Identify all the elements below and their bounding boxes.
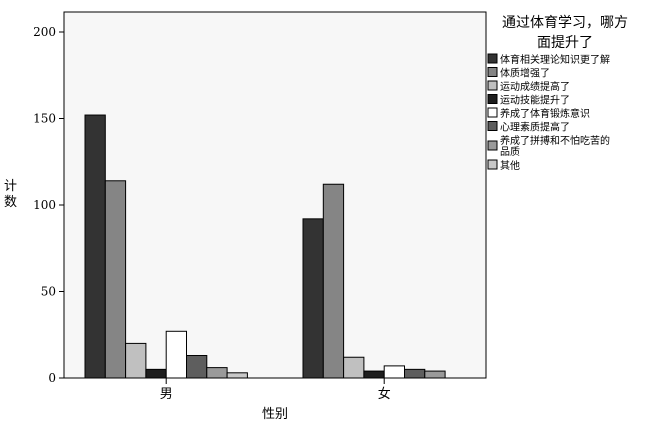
legend-swatch [487, 140, 498, 151]
legend-swatch [487, 53, 498, 64]
x-tick-label: 女 [378, 386, 391, 402]
bar [383, 365, 406, 379]
y-axis-label: 计数 [4, 179, 17, 210]
legend-title: 通过体育学习，哪方 [502, 15, 628, 31]
legend-swatch [487, 107, 498, 118]
bar [104, 180, 127, 379]
legend-label: 品质 [500, 146, 520, 158]
bar [186, 355, 208, 379]
legend-swatch [487, 159, 498, 170]
bar [165, 330, 187, 379]
x-tick-label: 男 [160, 387, 173, 402]
legend-label: 心理素质提高了 [500, 121, 570, 134]
legend-swatch [487, 67, 498, 77]
bar [363, 370, 385, 379]
bar [226, 372, 248, 379]
legend-swatch [487, 94, 498, 104]
bar [145, 368, 167, 379]
y-tick-label: 0 [48, 371, 56, 385]
plot-area [63, 11, 487, 379]
legend-label: 其他 [500, 159, 520, 172]
y-tick-label: 100 [33, 198, 56, 212]
legend-label: 养成了体育锻炼意识 [500, 107, 590, 120]
legend-label: 体育相关理论知识更了解 [500, 53, 610, 66]
legend-title: 面提升了 [537, 35, 593, 51]
bar [125, 342, 147, 379]
bar [424, 370, 446, 379]
legend-label: 运动成绩提高了 [500, 80, 570, 93]
legend-label: 体质增强了 [500, 67, 550, 80]
x-axis-label: 性别 [262, 407, 288, 422]
bar [404, 368, 426, 379]
legend-label: 运动技能提升了 [500, 94, 570, 107]
bar [302, 218, 324, 379]
bar [343, 356, 365, 379]
legend-label: 养成了拼搏和不怕吃苦的 [500, 134, 610, 147]
legend-swatch [487, 121, 498, 131]
bar [84, 114, 106, 379]
y-tick-label: 50 [41, 285, 56, 299]
y-tick-label: 150 [33, 112, 56, 126]
legend-swatch [487, 80, 498, 91]
y-tick-label: 200 [33, 25, 56, 39]
bar [322, 183, 345, 379]
bar [206, 367, 228, 379]
